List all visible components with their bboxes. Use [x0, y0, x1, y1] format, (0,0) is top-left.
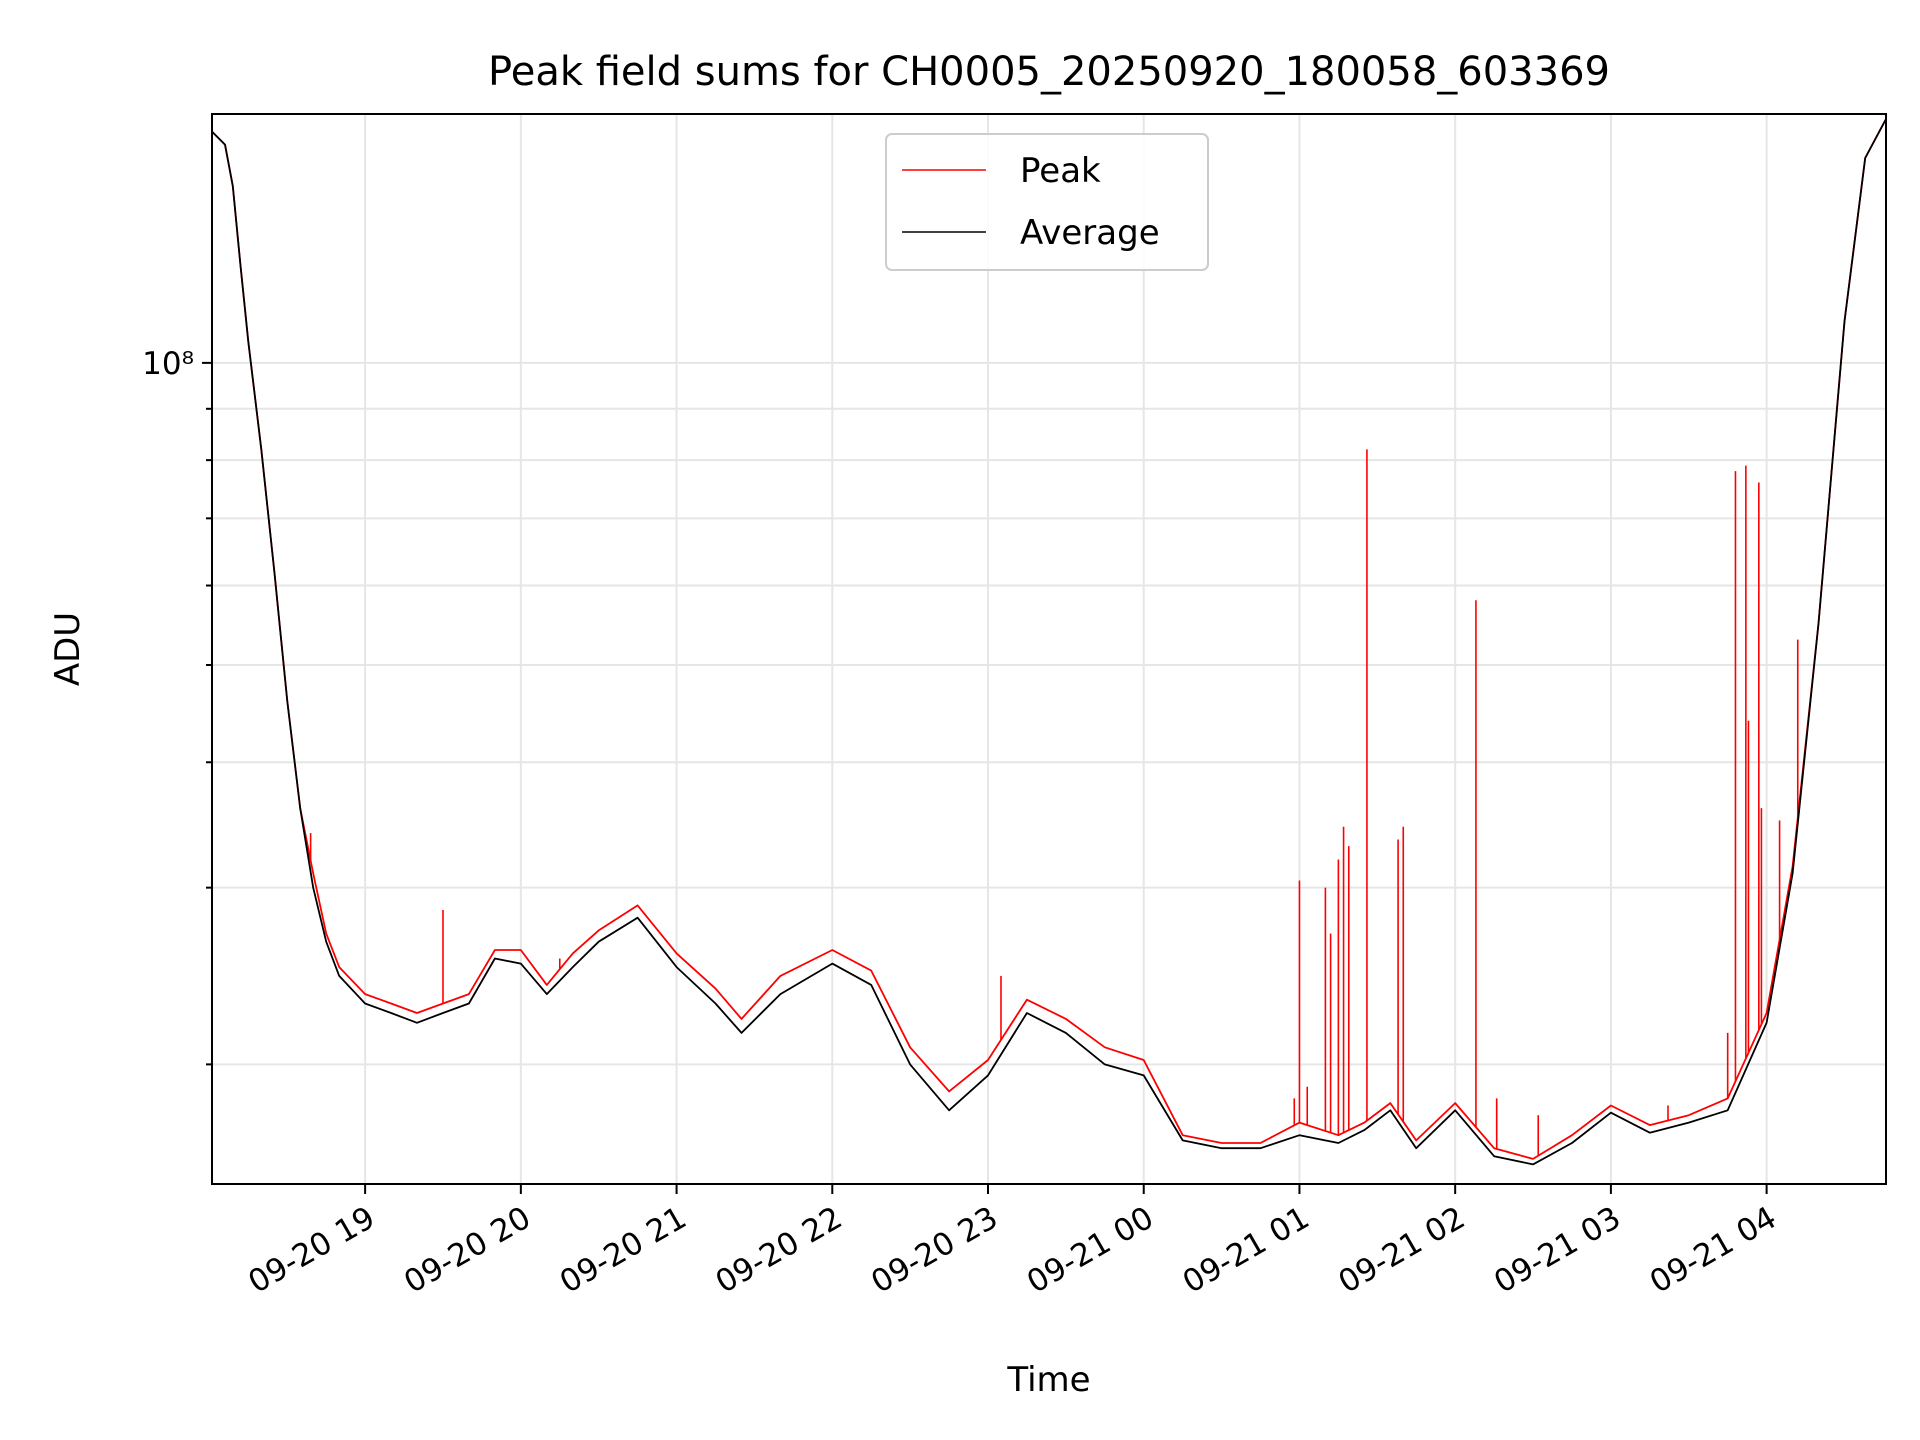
x-axis-label: Time — [1006, 1360, 1090, 1400]
legend: Peak Average — [885, 133, 1209, 271]
y-tick-label: 10⁸ — [142, 346, 194, 382]
series-line-average — [212, 118, 1886, 1166]
series-area — [212, 118, 1886, 1166]
plot-frame — [211, 113, 1887, 1185]
series-line-peak — [212, 118, 1886, 1160]
legend-box — [885, 133, 1209, 271]
legend-label-average: Average — [1020, 213, 1160, 253]
chart-title: Peak field sums for CH0005_20250920_1800… — [488, 49, 1610, 95]
legend-label-peak: Peak — [1020, 151, 1101, 191]
grid — [212, 114, 1886, 1184]
y-axis-label: ADU — [48, 612, 88, 686]
